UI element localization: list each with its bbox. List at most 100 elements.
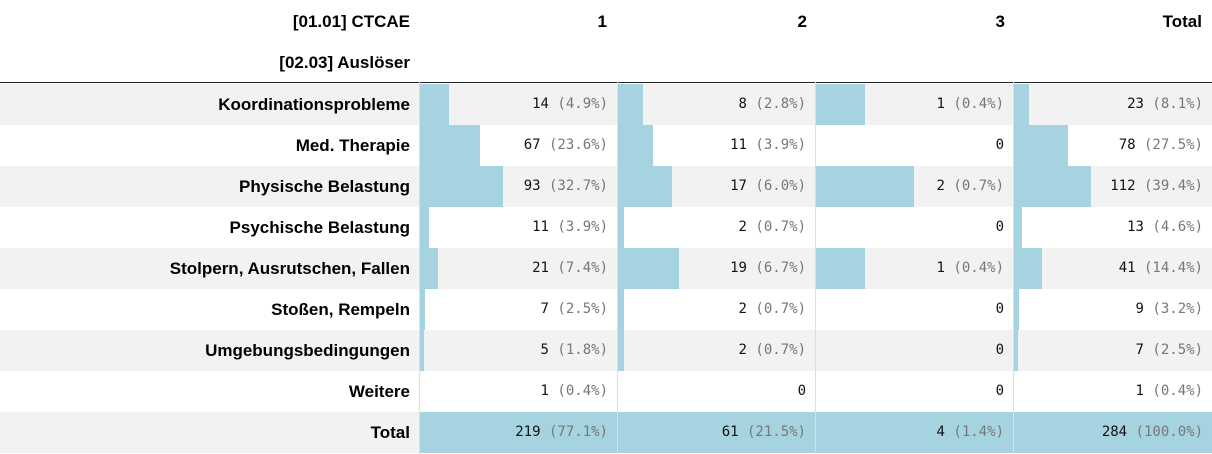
cell-count: 7 [540,301,549,317]
cell-count: 21 [532,260,549,276]
column-header-2: 2 [797,12,807,31]
cell-count: 1 [936,260,945,276]
share-bar [617,289,624,330]
cell-count: 0 [995,383,1004,399]
cell-value: 0 [996,207,1004,248]
table-cell: 1 (0.4%) [815,248,1013,289]
share-bar [419,412,617,453]
share-bar [617,330,624,371]
cell-value: 11 (3.9%) [532,207,608,248]
cell-value: 0 [996,371,1004,412]
cell-count: 78 [1118,137,1136,153]
cell-count: 23 [1127,96,1144,112]
cell-count: 2 [738,219,747,235]
table-row: Psychische Belastung 11 (3.9%) 2 (0.7%) 0 13… [0,207,1212,248]
share-bar [419,289,426,330]
cell-percent: (3.9%) [755,137,806,153]
cell-value: 2 (0.7%) [739,289,806,330]
cell-percent: (0.4%) [953,260,1004,276]
share-bar [1013,166,1092,207]
share-bar [1013,248,1042,289]
cell-value: 41 (14.4%) [1119,248,1203,289]
table-cell: 14 (4.9%) [419,84,617,125]
cell-percent: (7.4%) [557,260,608,276]
cell-count: 0 [995,301,1004,317]
cell-count: 0 [995,219,1004,235]
table-cell: 2 (0.7%) [617,289,815,330]
share-bar [419,330,424,371]
cell-count: 9 [1135,301,1144,317]
cell-count: 8 [738,96,747,112]
cell-count: 2 [936,178,945,194]
cell-percent: (0.4%) [953,96,1004,112]
cell-percent: (32.7%) [548,178,608,194]
share-bar [1013,330,1018,371]
cell-value: 2 (0.7%) [739,330,806,371]
table-cell: 93 (32.7%) [419,166,617,207]
cell-value: 61 (21.5%) [722,412,806,453]
cell-count: 1 [540,383,549,399]
cell-count: 284 [1101,424,1128,440]
cell-value: 19 (6.7%) [730,248,806,289]
share-bar [1013,289,1020,330]
share-bar [617,166,673,207]
cell-value: 9 (3.2%) [1136,289,1203,330]
cell-count: 11 [532,219,549,235]
table-header: [01.01] CTCAE [02.03] Auslöser 1 2 3 Tot… [0,0,1212,83]
row-variable-label: [01.01] CTCAE [292,12,410,31]
cell-count: 13 [1127,219,1144,235]
cell-percent: (0.4%) [1152,383,1203,399]
cell-percent: (4.9%) [557,96,608,112]
cell-value: 2 (0.7%) [937,166,1004,207]
table-row: Stoßen, Rempeln 7 (2.5%) 2 (0.7%) 0 9 (3.2%) [0,289,1212,330]
share-bar [617,207,624,248]
table-row: Umgebungsbedingungen 5 (1.8%) 2 (0.7%) 0 7 (… [0,330,1212,371]
table-cell: 19 (6.7%) [617,248,815,289]
table-cell: 7 (2.5%) [419,289,617,330]
cell-percent: (39.4%) [1143,178,1203,194]
cell-percent: (2.8%) [755,96,806,112]
cell-value: 21 (7.4%) [532,248,608,289]
total-row-label: Total [370,423,410,442]
cell-value: 0 [996,125,1004,166]
cell-percent: (3.2%) [1152,301,1203,317]
table-cell: 5 (1.8%) [419,330,617,371]
share-bar [815,166,914,207]
cell-value: 23 (8.1%) [1127,84,1203,125]
table-cell: 0 [815,125,1013,166]
table-cell: 21 (7.4%) [419,248,617,289]
cell-value: 1 (0.4%) [541,371,608,412]
share-bar [617,248,679,289]
table-cell: 0 [815,371,1013,412]
cell-value: 112 (39.4%) [1110,166,1203,207]
cell-value: 14 (4.9%) [532,84,608,125]
column-header-1: 1 [597,12,607,31]
cell-value: 7 (2.5%) [1136,330,1203,371]
cell-count: 112 [1110,178,1136,194]
cell-percent: (2.5%) [1152,342,1203,358]
table-cell: 112 (39.4%) [1013,166,1212,207]
row-label: Koordinationsprobleme [218,95,410,114]
column-header-total: Total [1162,12,1202,31]
cell-value: 5 (1.8%) [541,330,608,371]
table-cell: 7 (2.5%) [1013,330,1212,371]
table-cell: 67 (23.6%) [419,125,617,166]
cell-count: 0 [995,137,1004,153]
table-row: Med. Therapie 67 (23.6%) 11 (3.9%) 0 78 (27.… [0,125,1212,166]
cell-value: 0 [798,371,806,412]
table-cell: 0 [815,330,1013,371]
cell-count: 67 [523,137,541,153]
share-bar [419,84,449,125]
cell-count: 41 [1118,260,1136,276]
cell-count: 1 [1135,383,1144,399]
table-cell: 61 (21.5%) [617,412,815,453]
table-cell: 0 [815,207,1013,248]
cell-value: 1 (0.4%) [937,84,1004,125]
cell-value: 1 (0.4%) [937,248,1004,289]
table-cell: 219 (77.1%) [419,412,617,453]
cell-percent: (0.4%) [557,383,608,399]
cell-percent: (77.1%) [548,424,608,440]
cell-value: 93 (32.7%) [524,166,608,207]
table-cell: 284 (100.0%) [1013,412,1212,453]
table-cell: 23 (8.1%) [1013,84,1212,125]
